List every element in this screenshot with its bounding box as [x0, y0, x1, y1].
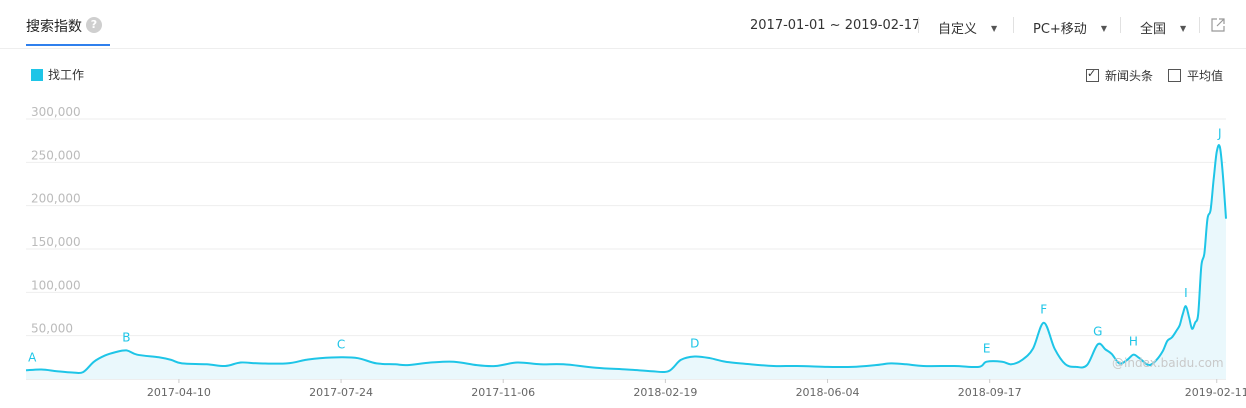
- annotation-label[interactable]: C: [337, 337, 345, 351]
- annotation-label[interactable]: J: [1217, 127, 1222, 141]
- annotation-label[interactable]: A: [28, 350, 37, 364]
- annotation-label[interactable]: B: [122, 330, 130, 344]
- x-tick-label: 2018-06-04: [796, 386, 860, 399]
- annotation-label[interactable]: F: [1040, 303, 1047, 317]
- annotation-label[interactable]: D: [690, 336, 699, 350]
- annotation-label[interactable]: H: [1129, 335, 1138, 349]
- y-tick-label: 150,000: [31, 235, 81, 249]
- x-tick-label: 2017-07-24: [309, 386, 373, 399]
- watermark: @index.baidu.com: [1112, 356, 1224, 370]
- series-area: [26, 145, 1226, 379]
- y-tick-label: 300,000: [31, 105, 81, 119]
- x-tick-label: 2017-11-06: [471, 386, 535, 399]
- y-tick-label: 100,000: [31, 278, 81, 292]
- annotation-label[interactable]: E: [983, 342, 991, 356]
- y-tick-label: 250,000: [31, 148, 81, 162]
- y-tick-label: 200,000: [31, 192, 81, 206]
- annotation-label[interactable]: G: [1093, 324, 1102, 338]
- annotation-label[interactable]: I: [1184, 286, 1188, 300]
- x-tick-label: 2019-02-11: [1185, 386, 1246, 399]
- y-tick-label: 50,000: [31, 322, 73, 336]
- x-tick-label: 2017-04-10: [147, 386, 211, 399]
- x-tick-label: 2018-09-17: [958, 386, 1022, 399]
- x-tick-label: 2018-02-19: [633, 386, 697, 399]
